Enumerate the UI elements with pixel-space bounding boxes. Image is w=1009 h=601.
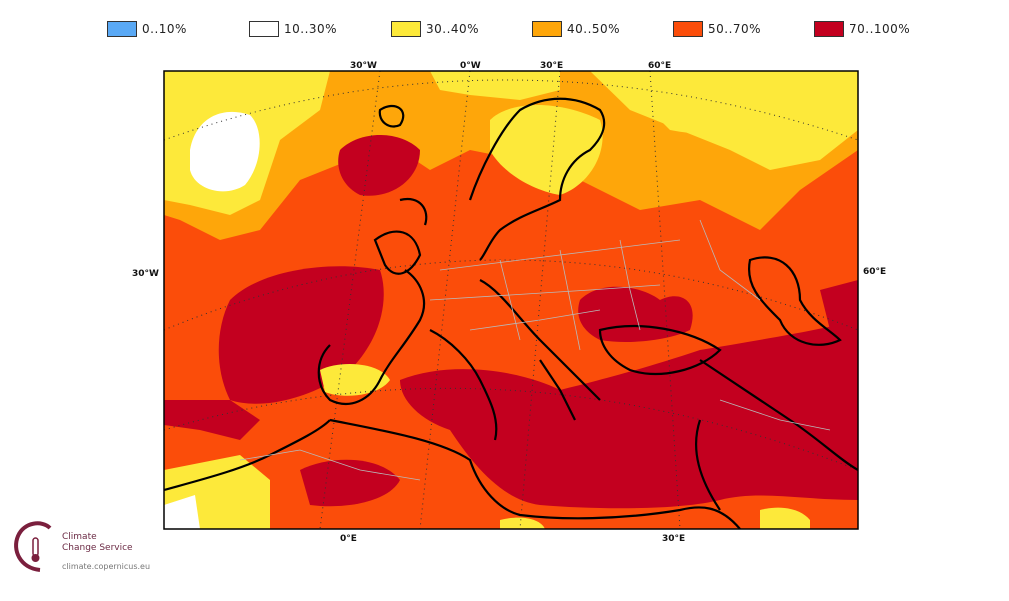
field-30-40-scand — [490, 105, 603, 195]
legend-swatch-50-70 — [673, 21, 703, 37]
climate-logo-icon — [14, 521, 52, 572]
country-borders — [239, 219, 831, 481]
coord-top-30w: 30°W — [350, 61, 377, 71]
coord-left-30w: 30°W — [132, 269, 159, 279]
field-30-40-se — [760, 507, 810, 529]
coord-right-60e: 60°E — [863, 267, 886, 277]
coord-bottom-0e: 0°E — [340, 534, 357, 544]
logo-text: Climate Change Service — [62, 532, 133, 554]
legend-label-50-70: 50..70% — [708, 22, 762, 36]
logo-line-2: Change Service — [62, 543, 133, 553]
legend-label-30-40: 30..40% — [426, 22, 480, 36]
logo-line-1: Climate — [62, 532, 97, 542]
field-70-100-nafrica — [300, 459, 400, 507]
coastlines — [164, 97, 858, 529]
coord-bottom-30e: 30°E — [662, 534, 685, 544]
field-30-40-ne2 — [640, 86, 780, 134]
field-10-30-sw — [164, 495, 200, 529]
field-70-100-north-atl — [338, 135, 420, 196]
coord-top-0w: 0°W — [460, 61, 481, 71]
legend-item-4: 50..70% — [673, 18, 761, 40]
legend-swatch-0-10 — [107, 21, 137, 37]
field-70-100-sw — [164, 400, 260, 440]
map-frame — [163, 70, 859, 530]
legend-label-10-30: 10..30% — [284, 22, 338, 36]
legend-label-0-10: 0..10% — [142, 22, 187, 36]
legend-item-0: 0..10% — [107, 18, 187, 40]
field-30-40-north — [430, 71, 560, 100]
logo-url: climate.copernicus.eu — [62, 562, 151, 571]
map-field — [164, 71, 858, 529]
field-70-100-east — [820, 280, 858, 340]
field-70-100-med — [400, 320, 858, 509]
legend-swatch-30-40 — [391, 21, 421, 37]
field-30-40-iberia — [320, 364, 390, 396]
graticule — [164, 71, 858, 529]
field-10-30-nw — [190, 111, 260, 192]
legend-item-3: 40..50% — [532, 18, 620, 40]
legend-label-70-100: 70..100% — [849, 22, 911, 36]
legend: 0..10% 10..30% 30..40% 40..50% 50..70% 7… — [0, 0, 1009, 50]
coord-top-60e: 60°E — [648, 61, 671, 71]
legend-swatch-70-100 — [814, 21, 844, 37]
copernicus-logo: Climate Change Service climate.copernicu… — [12, 518, 172, 578]
legend-item-1: 10..30% — [249, 18, 337, 40]
legend-item-2: 30..40% — [391, 18, 479, 40]
legend-swatch-10-30 — [249, 21, 279, 37]
legend-swatch-40-50 — [532, 21, 562, 37]
coord-top-30e: 30°E — [540, 61, 563, 71]
field-30-40-south — [500, 517, 545, 529]
legend-label-40-50: 40..50% — [567, 22, 621, 36]
legend-item-5: 70..100% — [814, 18, 910, 40]
